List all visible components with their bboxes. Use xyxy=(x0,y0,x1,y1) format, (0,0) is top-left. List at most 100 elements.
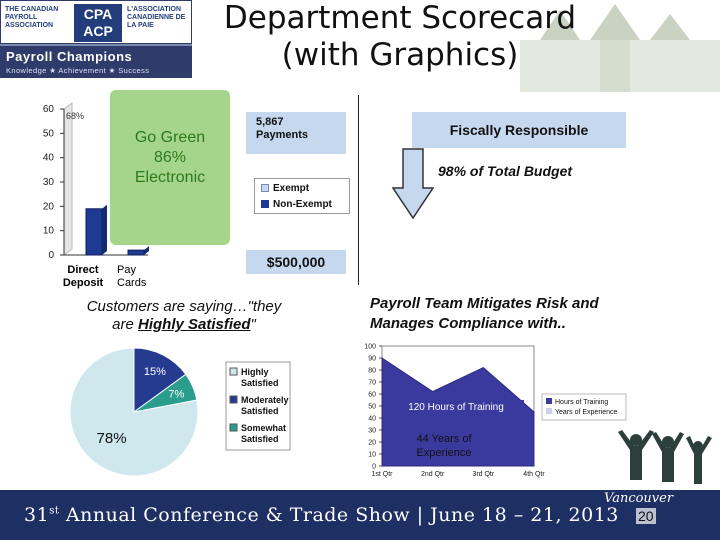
fiscal-budget-text: 98% of Total Budget xyxy=(438,163,573,179)
pie-legend-label: Moderately xyxy=(241,395,289,405)
y-tick-label: 70 xyxy=(368,380,376,387)
vancouver-badge: Vancouver xyxy=(600,490,674,530)
legend-swatch-exempt xyxy=(261,184,269,193)
pie-data-label: 15% xyxy=(144,366,166,378)
cpa-acp-mark: CPA ACP xyxy=(74,4,122,42)
legend-item-non-exempt: Non-Exempt xyxy=(261,199,332,210)
years-experience-label-line1: 44 Years of xyxy=(416,433,472,445)
logo-cpa: CPA xyxy=(83,6,113,22)
program-motto: Knowledge ★ Achievement ★ Success xyxy=(6,66,150,75)
header-building-art xyxy=(520,4,720,92)
pie-legend-label: Satisfied xyxy=(241,406,279,416)
fiscal-title: Fiscally Responsible xyxy=(449,122,589,138)
page-number: 20 xyxy=(636,508,656,524)
program-name: Payroll Champions xyxy=(6,49,133,64)
amount-text: $500,000 xyxy=(266,254,326,270)
vancouver-label: Vancouver xyxy=(604,491,674,506)
logo-acp: ACP xyxy=(83,23,113,39)
pie-slice xyxy=(133,373,198,413)
payroll-champions-banner: Payroll Champions Knowledge ★ Achievemen… xyxy=(0,44,192,78)
cpa-logo: THE CANADIAN PAYROLL ASSOCIATION CPA ACP… xyxy=(0,0,192,44)
payments-label: Payments xyxy=(256,129,308,141)
bar-side xyxy=(102,204,107,255)
pie-slice xyxy=(133,347,187,413)
bar-side xyxy=(144,246,149,255)
customers-heading-line1: Customers are saying…"they xyxy=(86,298,282,315)
logo-right-text: L'ASSOCIATION CANADIENNE DE LA PAIE xyxy=(127,6,186,29)
years-experience-label-line2: Experience xyxy=(416,447,471,459)
y-tick-label: 0 xyxy=(48,250,54,261)
area-legend-label: Hours of Training xyxy=(555,399,608,406)
pie-legend-swatch xyxy=(229,423,238,432)
payroll-team-heading-line2: Manages Compliance with.. xyxy=(370,315,566,332)
logo-left-text: THE CANADIAN PAYROLL ASSOCIATION xyxy=(5,6,59,29)
y-tick-label: 30 xyxy=(43,177,55,188)
deposit-bar-chart: 0 10 20 30 40 50 60 xyxy=(43,102,149,261)
down-arrow-icon xyxy=(392,148,434,220)
page-title-line1: Department Scorecard xyxy=(223,0,577,36)
payroll-team-heading-line1: Payroll Team Mitigates Risk and xyxy=(370,295,599,312)
payments-count: 5,867 xyxy=(256,116,284,128)
pie-legend-label: Satisfied xyxy=(241,434,279,444)
y-tick-label: 10 xyxy=(43,226,55,237)
x-tick-direct-deposit: Direct Deposit xyxy=(62,264,104,289)
go-green-text: Go Green 86% Electronic xyxy=(110,128,230,188)
bar-data-label-direct: 68% xyxy=(66,111,85,121)
payments-callout: 5,867 Payments xyxy=(246,112,346,154)
area-legend-label: Years of Experience xyxy=(555,409,617,416)
y-tick-label: 0 xyxy=(372,464,376,471)
amount-callout: $500,000 xyxy=(246,250,346,274)
y-tick-label: 50 xyxy=(43,128,55,139)
fiscal-callout: Fiscally Responsible xyxy=(412,112,626,148)
customers-heading-prefix: are xyxy=(112,316,138,333)
customers-heading-emphasis: Highly Satisfied xyxy=(138,316,251,333)
pie-data-label: 78% xyxy=(97,430,127,447)
area-legend-swatch xyxy=(546,398,552,404)
hours-label-bg xyxy=(388,400,524,414)
pie-legend-label: Satisfied xyxy=(241,378,279,388)
customers-heading-line2: are Highly Satisfied" xyxy=(46,316,322,334)
go-green-line3: Electronic xyxy=(134,169,206,186)
y-tick-label: 40 xyxy=(368,416,376,423)
area-legend-box xyxy=(541,393,627,421)
page-title-line2: (with Graphics) xyxy=(281,37,519,73)
customers-heading-suffix: " xyxy=(250,316,256,333)
page-title: Department Scorecard (with Graphics) xyxy=(190,0,610,74)
hours-of-training-label: 120 Hours of Training xyxy=(408,402,504,413)
footer-ordinal: 31 xyxy=(24,504,50,526)
x-tick-label: 3rd Qtr xyxy=(472,471,494,478)
area-legend-swatch xyxy=(546,408,552,414)
legend-item-exempt: Exempt xyxy=(261,183,309,194)
y-tick-label: 90 xyxy=(368,356,376,363)
payments-legend: Exempt Non-Exempt xyxy=(254,178,350,214)
payments-text: 5,867 Payments xyxy=(256,116,308,142)
legend-label-non-exempt: Non-Exempt xyxy=(273,199,332,210)
footer-event-text: Annual Conference & Trade Show | June 18… xyxy=(59,504,619,526)
x-tick-label: 1st Qtr xyxy=(371,471,393,478)
training-area-chart: 0 10 20 30 40 50 60 70 80 90 100 1st Qtr 2nd Qtr 3rd … xyxy=(364,344,627,478)
footer-ordinal-suffix: st xyxy=(49,505,60,517)
go-green-panel: Go Green 86% Electronic xyxy=(110,90,230,245)
y-tick-label: 50 xyxy=(368,404,376,411)
y-tick-label: 40 xyxy=(43,153,55,164)
champions-figures-icon xyxy=(618,430,712,484)
x-tick-label: 4th Qtr xyxy=(523,471,545,478)
satisfaction-pie-chart: 78%15%7%HighlySatisfiedModeratelySatisfi… xyxy=(69,347,291,477)
bar xyxy=(127,249,145,256)
pie-legend-box xyxy=(225,361,291,451)
pie-legend-label: Highly xyxy=(241,367,269,377)
conference-banner-text: 31st Annual Conference & Trade Show | Ju… xyxy=(24,504,619,526)
x-tick-pay-cards: Pay Cards xyxy=(117,264,147,289)
go-green-line1: Go Green xyxy=(134,129,206,146)
y-tick-label: 60 xyxy=(368,392,376,399)
pie-legend-swatch xyxy=(229,367,238,376)
y-tick-label: 20 xyxy=(43,201,55,212)
conference-footer: 31st Annual Conference & Trade Show | Ju… xyxy=(0,490,720,540)
chart-back-wall xyxy=(63,102,73,256)
legend-label-exempt: Exempt xyxy=(273,183,310,194)
pie-data-label: 7% xyxy=(168,389,184,401)
y-tick-label: 100 xyxy=(364,344,376,351)
y-tick-label: 20 xyxy=(368,440,376,447)
go-green-line2: 86% xyxy=(153,149,187,166)
customers-heading: Customers are saying…"they are Highly Sa… xyxy=(46,298,322,334)
